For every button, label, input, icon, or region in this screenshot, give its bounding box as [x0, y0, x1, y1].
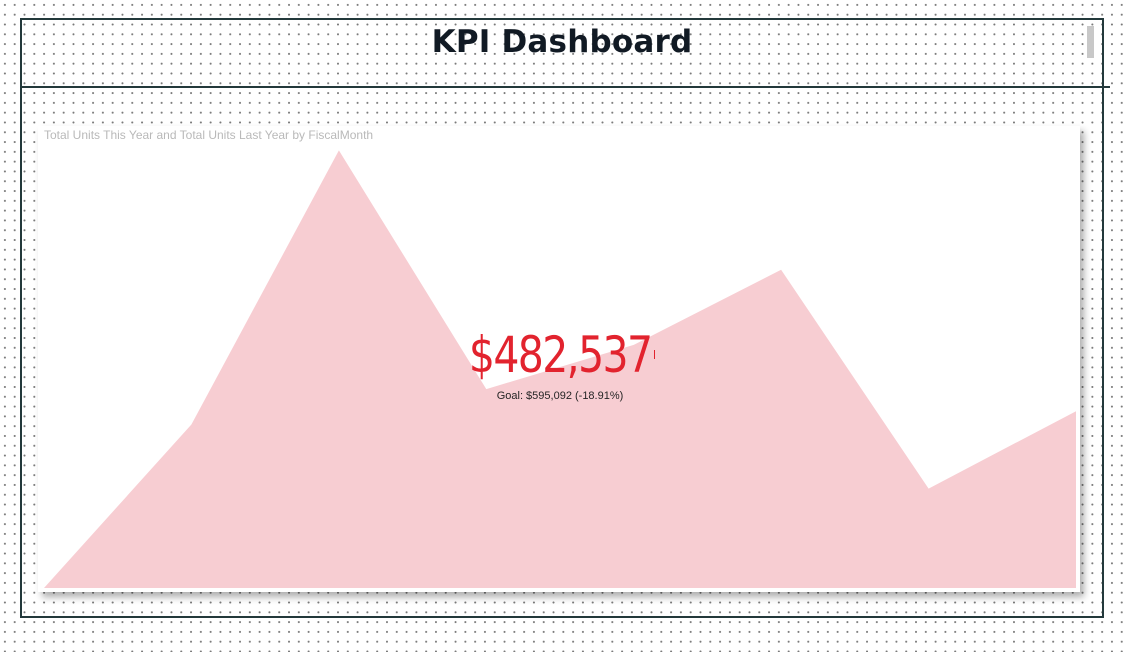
page-title: KPI Dashboard: [431, 24, 693, 60]
kpi-goal-text: Goal: $595,092 (-18.91%): [496, 390, 624, 402]
visual-title: Total Units This Year and Total Units La…: [44, 128, 374, 142]
kpi-value: $482,537: [468, 326, 653, 384]
kpi-indicator-mark: [654, 350, 655, 359]
header-divider: [20, 86, 1110, 88]
report-frame: [20, 18, 1104, 618]
scrollbar-thumb[interactable]: [1087, 26, 1094, 58]
